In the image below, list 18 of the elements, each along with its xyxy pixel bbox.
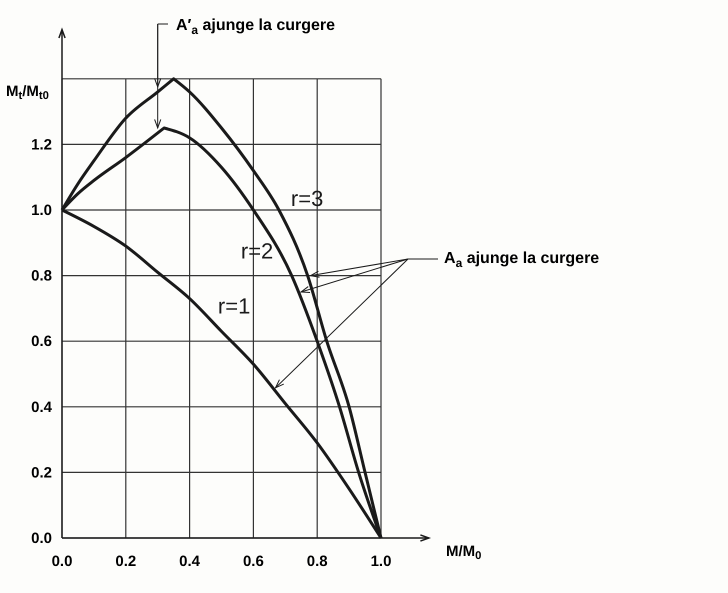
- y-tick-label: 0.4: [31, 398, 53, 416]
- y-tick-label: 1.2: [31, 136, 52, 154]
- series-label: r=1: [218, 294, 250, 319]
- y-tick-label: 1.0: [31, 202, 52, 219]
- text: A$_{a}$ ajunge la curgere: [444, 250, 600, 270]
- x-axis-title: M/M$_{0}$: [446, 543, 482, 562]
- y-tick-label: 0.8: [31, 268, 52, 285]
- x-tick-label: 1.0: [370, 553, 392, 570]
- y-tick-label: 0.6: [31, 333, 52, 350]
- annotation: A′$_{a}$ ajunge la curgere: [176, 17, 336, 37]
- y-tick-label: 0.0: [31, 530, 52, 547]
- y-tick-label: 0.2: [31, 464, 52, 482]
- x-tick-label: 0.8: [306, 553, 328, 570]
- y-axis-title: M$_{t}$/M$_{t0}$: [6, 83, 49, 102]
- x-tick-label: 0.0: [52, 553, 72, 570]
- x-tick-label: 0.6: [242, 553, 264, 570]
- x-tick-label: 0.4: [179, 553, 201, 570]
- x-tick-label: 0.2: [115, 553, 136, 570]
